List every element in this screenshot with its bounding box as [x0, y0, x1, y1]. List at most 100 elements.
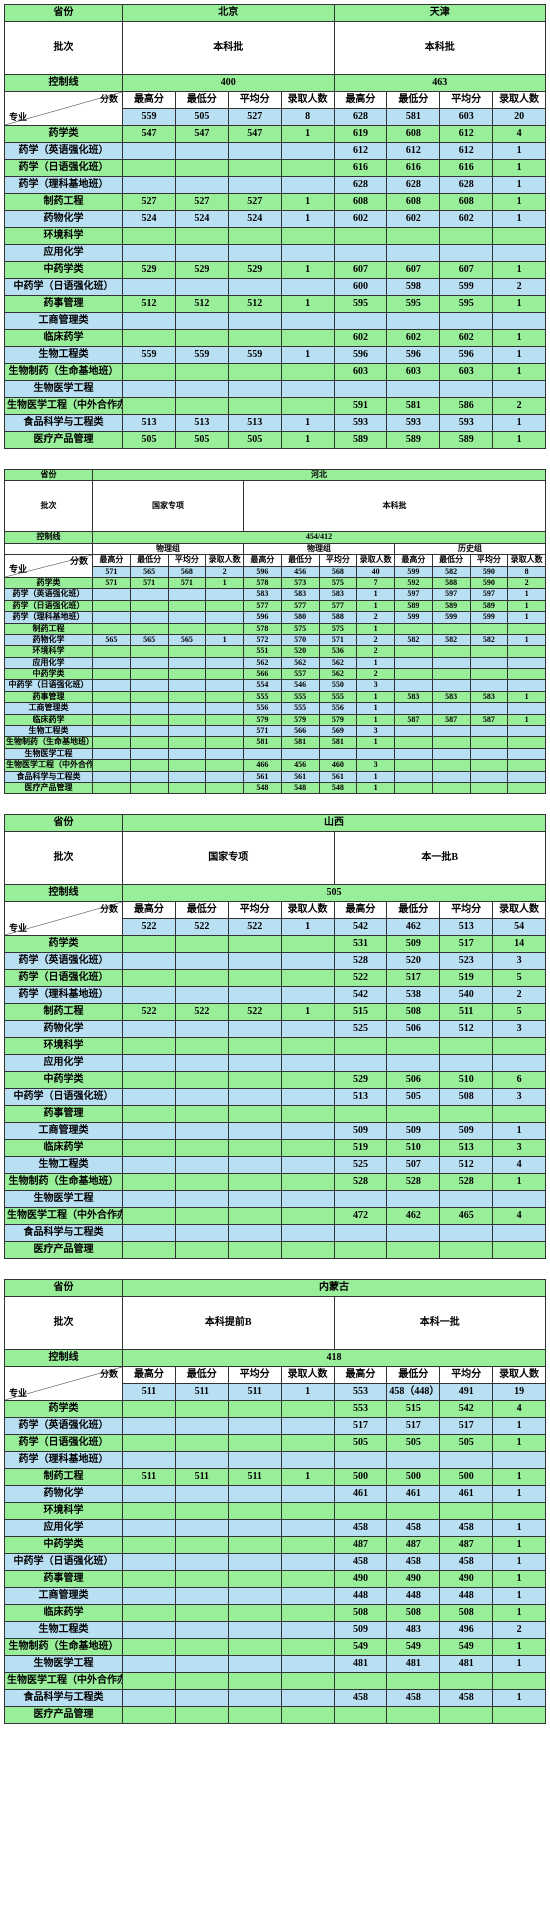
data-cell: 549 [440, 1639, 493, 1656]
data-cell: 513 [123, 415, 176, 432]
data-cell [281, 364, 334, 381]
data-cell: 1 [493, 262, 546, 279]
data-cell: 500 [387, 1469, 440, 1486]
major-name: 药事管理 [5, 1571, 123, 1588]
data-cell [175, 1140, 228, 1157]
major-name: 生物工程类 [5, 347, 123, 364]
data-cell: 2 [357, 612, 395, 623]
data-cell [387, 313, 440, 330]
col-header: 录取人数 [493, 92, 546, 109]
data-cell [440, 1707, 493, 1724]
major-name: 临床药学 [5, 714, 93, 725]
data-cell: 3 [493, 1140, 546, 1157]
major-name: 药学（理科基地班） [5, 177, 123, 194]
group-name: 物理组 [93, 543, 244, 554]
data-cell [123, 1055, 176, 1072]
data-cell [228, 1622, 281, 1639]
data-cell: 556 [319, 703, 357, 714]
data-cell: 607 [387, 262, 440, 279]
data-cell [493, 1242, 546, 1259]
data-cell: 569 [319, 726, 357, 737]
data-cell [123, 1554, 176, 1571]
col-header: 录取人数 [493, 1367, 546, 1384]
data-cell [281, 1021, 334, 1038]
data-cell [508, 737, 546, 748]
data-cell: 2 [493, 398, 546, 415]
data-cell [228, 1418, 281, 1435]
data-cell [228, 1690, 281, 1707]
data-cell [228, 1242, 281, 1259]
data-cell: 546 [281, 680, 319, 691]
data-cell [281, 245, 334, 262]
batch-name: 本科批 [244, 481, 546, 532]
ctrl-label: 控制线 [5, 885, 123, 902]
data-cell [93, 726, 131, 737]
data-cell: 608 [387, 194, 440, 211]
data-cell: 1 [493, 1605, 546, 1622]
data-cell: 602 [440, 330, 493, 347]
data-cell: 2 [493, 279, 546, 296]
data-cell [175, 1225, 228, 1242]
data-cell [228, 1021, 281, 1038]
data-cell: 505 [228, 432, 281, 449]
summary-cell: 8 [508, 566, 546, 577]
major-name: 环境科学 [5, 228, 123, 245]
data-cell: 1 [281, 415, 334, 432]
data-cell: 559 [123, 347, 176, 364]
data-cell [130, 737, 168, 748]
major-name: 中药学类 [5, 1537, 123, 1554]
data-cell [432, 669, 470, 680]
batch-label: 批次 [5, 22, 123, 75]
data-cell: 2 [357, 669, 395, 680]
data-cell [228, 1106, 281, 1123]
col-header: 平均分 [440, 1367, 493, 1384]
summary-cell: 565 [130, 566, 168, 577]
major-name: 生物工程类 [5, 726, 93, 737]
data-cell: 527 [228, 194, 281, 211]
data-cell [334, 245, 387, 262]
data-cell [175, 1707, 228, 1724]
data-cell: 1 [281, 296, 334, 313]
data-cell [334, 1055, 387, 1072]
data-cell [357, 748, 395, 759]
data-cell [395, 782, 433, 793]
province-name: 天津 [334, 5, 546, 22]
admission-table-3: 省份山西 批次国家专项本一批B 控制线505 分数专业最高分最低分平均分录取人数… [4, 814, 546, 1259]
data-cell [123, 1208, 176, 1225]
data-cell [228, 1554, 281, 1571]
col-header: 最高分 [395, 555, 433, 566]
data-cell: 1 [493, 1588, 546, 1605]
data-cell [93, 680, 131, 691]
data-cell: 557 [281, 669, 319, 680]
data-cell [395, 657, 433, 668]
summary-cell: 2 [206, 566, 244, 577]
data-cell: 542 [440, 1401, 493, 1418]
data-cell [93, 657, 131, 668]
data-cell [440, 1191, 493, 1208]
province-label: 省份 [5, 815, 123, 832]
data-cell: 602 [334, 211, 387, 228]
admission-table-2: 省份河北 批次国家专项本科批 控制线454/412 物理组物理组历史组 分数专业… [4, 469, 546, 794]
data-cell [130, 657, 168, 668]
data-cell [123, 1690, 176, 1707]
data-cell [508, 623, 546, 634]
data-cell [168, 703, 206, 714]
data-cell [493, 1673, 546, 1690]
major-name: 药事管理 [5, 296, 123, 313]
data-cell [93, 589, 131, 600]
data-cell [493, 1106, 546, 1123]
data-cell [440, 1452, 493, 1469]
data-cell: 565 [93, 634, 131, 645]
data-cell [175, 279, 228, 296]
data-cell: 578 [244, 623, 282, 634]
data-cell [228, 143, 281, 160]
data-cell: 458 [440, 1554, 493, 1571]
data-cell [470, 669, 508, 680]
data-cell [281, 398, 334, 415]
col-header: 平均分 [440, 92, 493, 109]
data-cell: 3 [493, 1021, 546, 1038]
data-cell: 607 [440, 262, 493, 279]
data-cell: 7 [357, 577, 395, 588]
data-cell: 511 [123, 1469, 176, 1486]
data-cell: 512 [228, 296, 281, 313]
